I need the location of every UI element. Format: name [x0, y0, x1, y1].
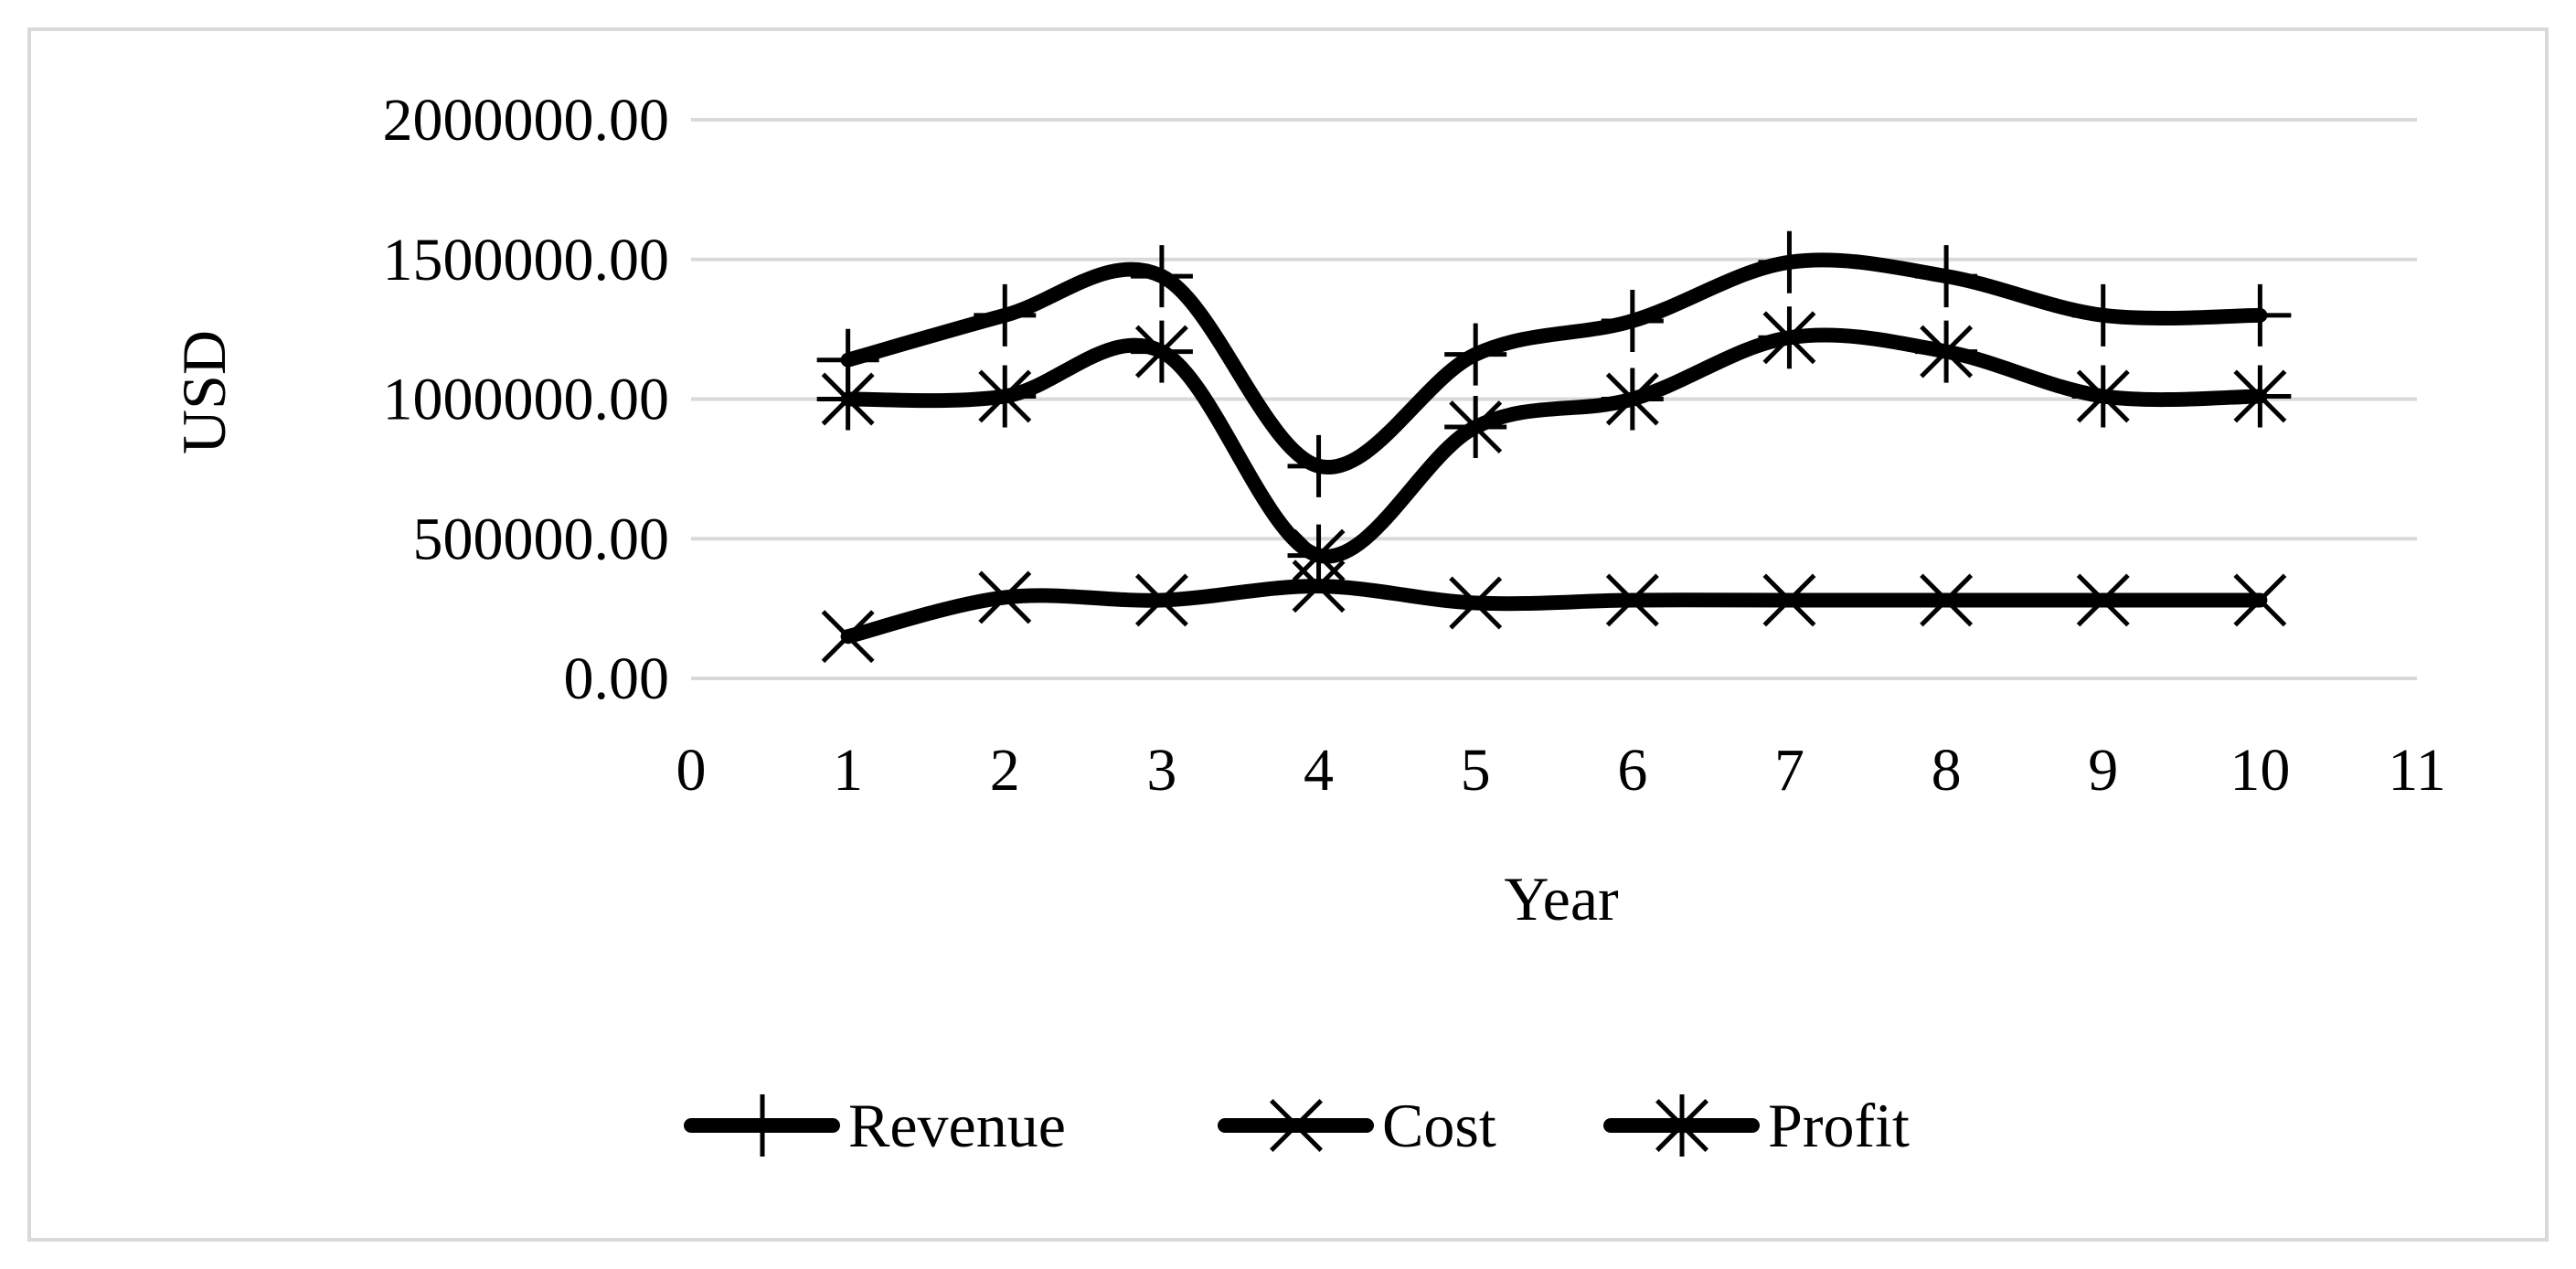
legend-item-cost: Cost	[1218, 1091, 1496, 1160]
y-tick-label: 0.00	[564, 645, 670, 712]
x-tick-label: 2	[990, 737, 1020, 804]
legend-plus-marker	[731, 1094, 793, 1157]
data-point-profit	[1601, 368, 1664, 431]
y-tick-label: 2000000.00	[383, 87, 670, 154]
data-point-profit	[1130, 320, 1193, 383]
legend-item-profit: Profit	[1603, 1091, 1910, 1160]
data-point-revenue	[974, 283, 1037, 347]
legend-label: Revenue	[848, 1091, 1066, 1160]
data-point-profit	[1444, 396, 1507, 459]
data-point-profit	[2071, 365, 2134, 428]
data-point-profit	[2229, 365, 2292, 428]
x-tick-label: 6	[1617, 737, 1647, 804]
series-line-revenue	[840, 252, 2268, 475]
x-tick-label: 7	[1774, 737, 1804, 804]
data-point-cost	[1920, 573, 1974, 627]
data-point-cost	[1449, 576, 1503, 630]
data-point-profit	[1287, 524, 1350, 587]
data-point-revenue	[1915, 245, 1978, 308]
data-point-cost	[2076, 573, 2130, 627]
data-point-revenue	[1287, 434, 1350, 497]
y-axis-label: USD	[169, 330, 239, 454]
data-point-revenue	[2071, 283, 2134, 347]
line-chart: 0.00 500000.00 1000000.00 1500000.00 2000000…	[169, 87, 2446, 1160]
x-tick-label: 1	[833, 737, 863, 804]
x-tick-label: 9	[2088, 737, 2118, 804]
data-point-revenue	[2229, 283, 2292, 347]
legend-x-marker	[1270, 1099, 1323, 1152]
data-point-cost	[1605, 573, 1659, 627]
y-tick-label: 1000000.00	[383, 367, 670, 433]
series-line-cost	[840, 579, 2268, 645]
legend: Revenue Cost Profit	[684, 1091, 1910, 1160]
legend-label: Profit	[1768, 1091, 1910, 1160]
data-point-cost	[2233, 573, 2287, 627]
data-point-cost	[978, 571, 1032, 624]
legend-star-marker	[1651, 1094, 1713, 1157]
x-tick-label: 8	[1932, 737, 1962, 804]
series-line-profit	[840, 327, 2268, 564]
x-tick-label: 4	[1304, 737, 1334, 804]
data-point-revenue	[1130, 245, 1193, 308]
y-tick-label: 1500000.00	[383, 227, 670, 293]
legend-label: Cost	[1382, 1091, 1496, 1160]
x-tick-label: 5	[1461, 737, 1491, 804]
data-point-revenue	[1758, 230, 1821, 293]
data-point-profit	[1758, 306, 1821, 369]
x-tick-label: 0	[676, 737, 707, 804]
chart-frame: 0.00 500000.00 1000000.00 1500000.00 2000000…	[27, 27, 2549, 1242]
data-point-cost	[1762, 573, 1816, 627]
y-tick-label: 500000.00	[413, 506, 670, 572]
x-axis-label: Year	[1504, 864, 1619, 933]
x-tick-label: 11	[2388, 737, 2446, 804]
data-point-cost	[821, 610, 875, 664]
legend-item-revenue: Revenue	[684, 1091, 1066, 1160]
x-tick-label: 3	[1146, 737, 1176, 804]
data-point-profit	[1915, 320, 1978, 383]
data-point-revenue	[1601, 289, 1664, 352]
data-point-profit	[816, 368, 879, 431]
data-point-cost	[1134, 573, 1188, 627]
data-point-profit	[974, 365, 1037, 428]
data-point-revenue	[1444, 323, 1507, 386]
x-tick-label: 10	[2230, 737, 2290, 804]
